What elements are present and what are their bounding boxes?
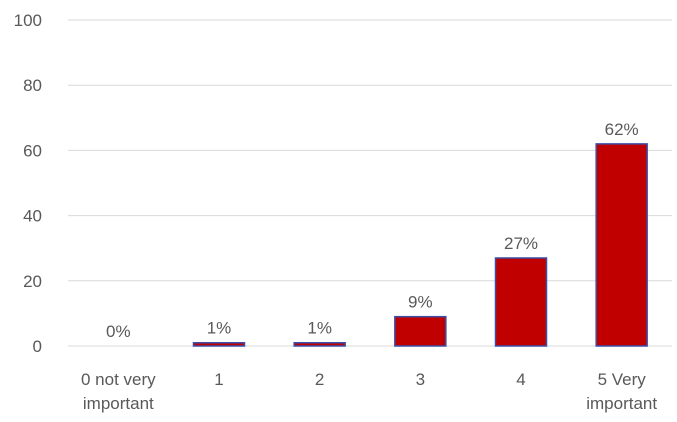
data-label: 62% [605,120,639,139]
data-label: 1% [207,319,232,338]
x-tick-label: 3 [416,370,425,389]
y-tick-label: 80 [23,76,42,95]
bar [494,257,548,347]
bar [293,341,346,347]
bars [192,143,648,347]
data-labels: 0% 1% 1% 9% 27% 62% [106,120,639,341]
bar [394,315,447,347]
x-tick-label: 5 Very [598,370,647,389]
y-axis-tick-labels: 0 20 40 60 80 100 [14,11,42,356]
gridlines [68,19,672,347]
data-label: 0% [106,322,131,341]
x-tick-label: 4 [516,370,525,389]
y-tick-label: 20 [23,272,42,291]
data-label: 9% [408,293,433,312]
x-tick-label: important [83,394,154,413]
x-axis-tick-labels: 0 not very important 1 2 3 4 5 Very important [81,370,657,413]
y-tick-label: 60 [23,141,42,160]
data-label: 27% [504,234,538,253]
x-tick-label: 2 [315,370,324,389]
x-tick-label: 0 not very [81,370,156,389]
x-tick-label: important [586,394,657,413]
y-tick-label: 40 [23,207,42,226]
x-tick-label: 1 [214,370,223,389]
bar [595,143,648,347]
data-label: 1% [307,319,332,338]
y-tick-label: 100 [14,11,42,30]
bar [192,341,246,347]
y-tick-label: 0 [33,337,42,356]
